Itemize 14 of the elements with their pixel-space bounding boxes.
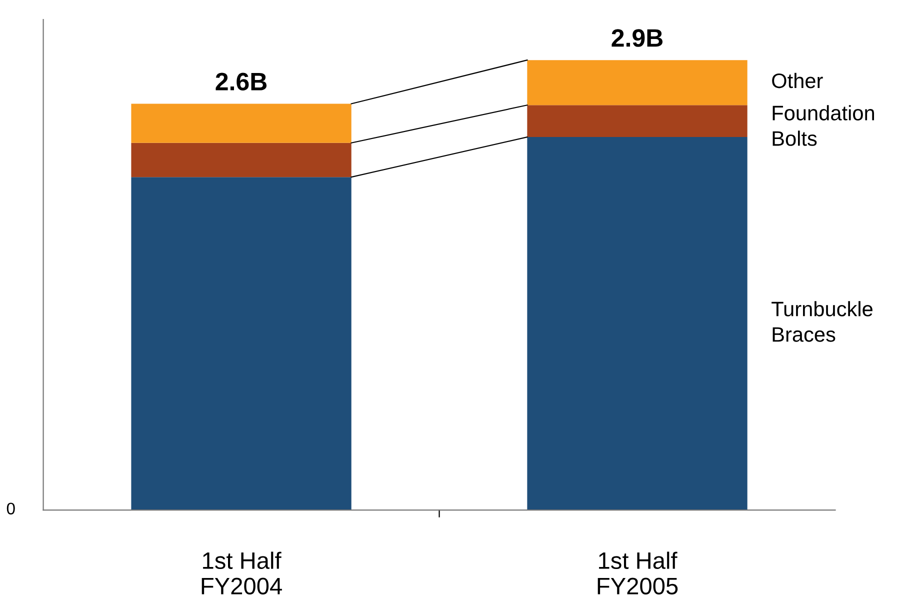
bar <box>131 177 352 510</box>
bar <box>527 137 748 510</box>
text: 0 <box>6 502 15 514</box>
series-label: Foundation Bolts <box>772 105 874 146</box>
bar <box>527 105 748 138</box>
bar <box>131 104 352 143</box>
x-tick-label: 1st Half FY2005 <box>598 552 678 594</box>
annotation: 2.6B <box>216 72 267 90</box>
x-tick-label: 1st Half FY2004 <box>202 552 282 594</box>
series-label: Other <box>772 72 823 88</box>
annotation: 2.9B <box>612 29 663 47</box>
series-label: Turnbuckle Braces <box>772 301 872 342</box>
bar <box>527 60 748 106</box>
bar <box>131 142 352 178</box>
